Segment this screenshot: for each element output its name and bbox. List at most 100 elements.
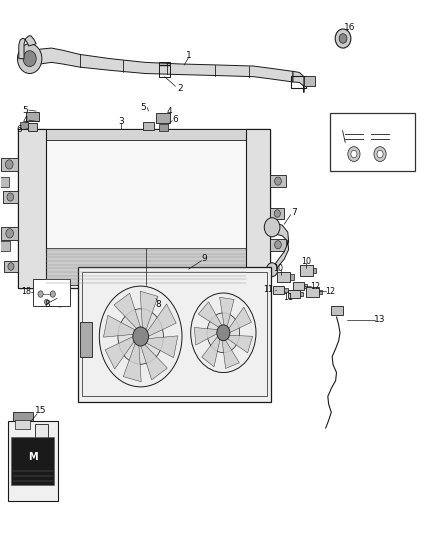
Text: 8: 8 [44, 300, 50, 309]
Text: 4: 4 [166, 107, 172, 116]
Bar [1, 227, 18, 240]
Bar [288, 290, 300, 298]
Circle shape [207, 313, 240, 353]
Text: 10: 10 [301, 257, 311, 265]
Circle shape [5, 160, 13, 169]
Bar [330, 113, 415, 171]
Bar [300, 292, 303, 296]
Text: 6: 6 [173, 115, 178, 124]
Bar [18, 128, 270, 288]
Bar [300, 265, 313, 276]
Bar [159, 62, 170, 77]
Bar [273, 286, 284, 294]
Circle shape [377, 150, 383, 158]
Polygon shape [145, 304, 176, 338]
Bar [290, 274, 294, 280]
Bar [143, 122, 154, 130]
Bar [284, 288, 288, 292]
Polygon shape [105, 335, 137, 369]
Polygon shape [140, 291, 158, 334]
Bar [0, 241, 10, 251]
Bar [3, 191, 18, 203]
Circle shape [191, 293, 256, 373]
Text: 4: 4 [22, 116, 28, 125]
Polygon shape [28, 48, 293, 82]
Polygon shape [198, 302, 224, 329]
Bar [307, 287, 319, 297]
Bar [35, 424, 48, 441]
Text: 11: 11 [283, 293, 293, 302]
Bar [82, 272, 267, 397]
Bar [28, 123, 37, 131]
Polygon shape [114, 293, 142, 332]
Bar [247, 128, 270, 288]
Text: 12: 12 [325, 287, 335, 296]
Bar [304, 76, 315, 86]
Circle shape [50, 291, 55, 297]
Bar [15, 419, 30, 429]
Text: 3: 3 [118, 117, 124, 126]
Circle shape [118, 309, 163, 364]
Polygon shape [139, 342, 167, 380]
Bar [18, 128, 270, 140]
Circle shape [335, 29, 351, 48]
Bar [331, 306, 343, 316]
Circle shape [18, 44, 42, 74]
Bar [270, 208, 284, 219]
Circle shape [23, 51, 36, 67]
Bar [293, 282, 304, 290]
Bar [8, 421, 58, 501]
Bar [313, 268, 317, 273]
Circle shape [339, 34, 347, 43]
Text: 5: 5 [22, 106, 28, 115]
Circle shape [7, 193, 14, 201]
Circle shape [6, 229, 14, 238]
Circle shape [8, 263, 14, 270]
Circle shape [45, 300, 49, 305]
Bar [80, 322, 92, 357]
Bar [13, 412, 33, 421]
Circle shape [38, 291, 43, 297]
Text: 12: 12 [310, 281, 320, 290]
Bar [33, 279, 70, 306]
Polygon shape [124, 339, 141, 382]
Bar [270, 175, 286, 187]
Circle shape [54, 292, 66, 307]
Polygon shape [293, 71, 304, 93]
Text: 11: 11 [263, 285, 273, 294]
Text: 16: 16 [344, 23, 355, 33]
Circle shape [148, 292, 160, 307]
Polygon shape [222, 336, 239, 368]
Circle shape [266, 263, 278, 277]
Circle shape [99, 286, 182, 387]
Text: 6: 6 [17, 125, 22, 134]
Text: 15: 15 [35, 406, 46, 415]
Polygon shape [202, 334, 221, 367]
Polygon shape [225, 335, 253, 353]
Circle shape [264, 217, 280, 237]
Text: 5: 5 [140, 103, 146, 112]
Bar [277, 272, 290, 282]
Polygon shape [103, 316, 139, 337]
Polygon shape [270, 223, 289, 273]
Bar [291, 76, 306, 88]
Bar [26, 112, 39, 121]
Text: 2: 2 [177, 84, 183, 93]
Text: 7: 7 [291, 208, 297, 217]
Circle shape [374, 147, 386, 161]
Bar [0, 177, 10, 187]
Bar [319, 289, 322, 294]
Circle shape [351, 150, 357, 158]
Text: M: M [28, 453, 38, 463]
Text: 8: 8 [155, 300, 161, 309]
Text: 13: 13 [374, 315, 386, 324]
Bar [4, 261, 18, 272]
Bar [20, 122, 28, 128]
Bar [0, 158, 18, 171]
Circle shape [274, 210, 280, 217]
Polygon shape [143, 336, 178, 358]
Text: 9: 9 [201, 254, 207, 263]
Bar [78, 266, 271, 402]
Circle shape [217, 325, 230, 341]
Bar [46, 140, 247, 285]
